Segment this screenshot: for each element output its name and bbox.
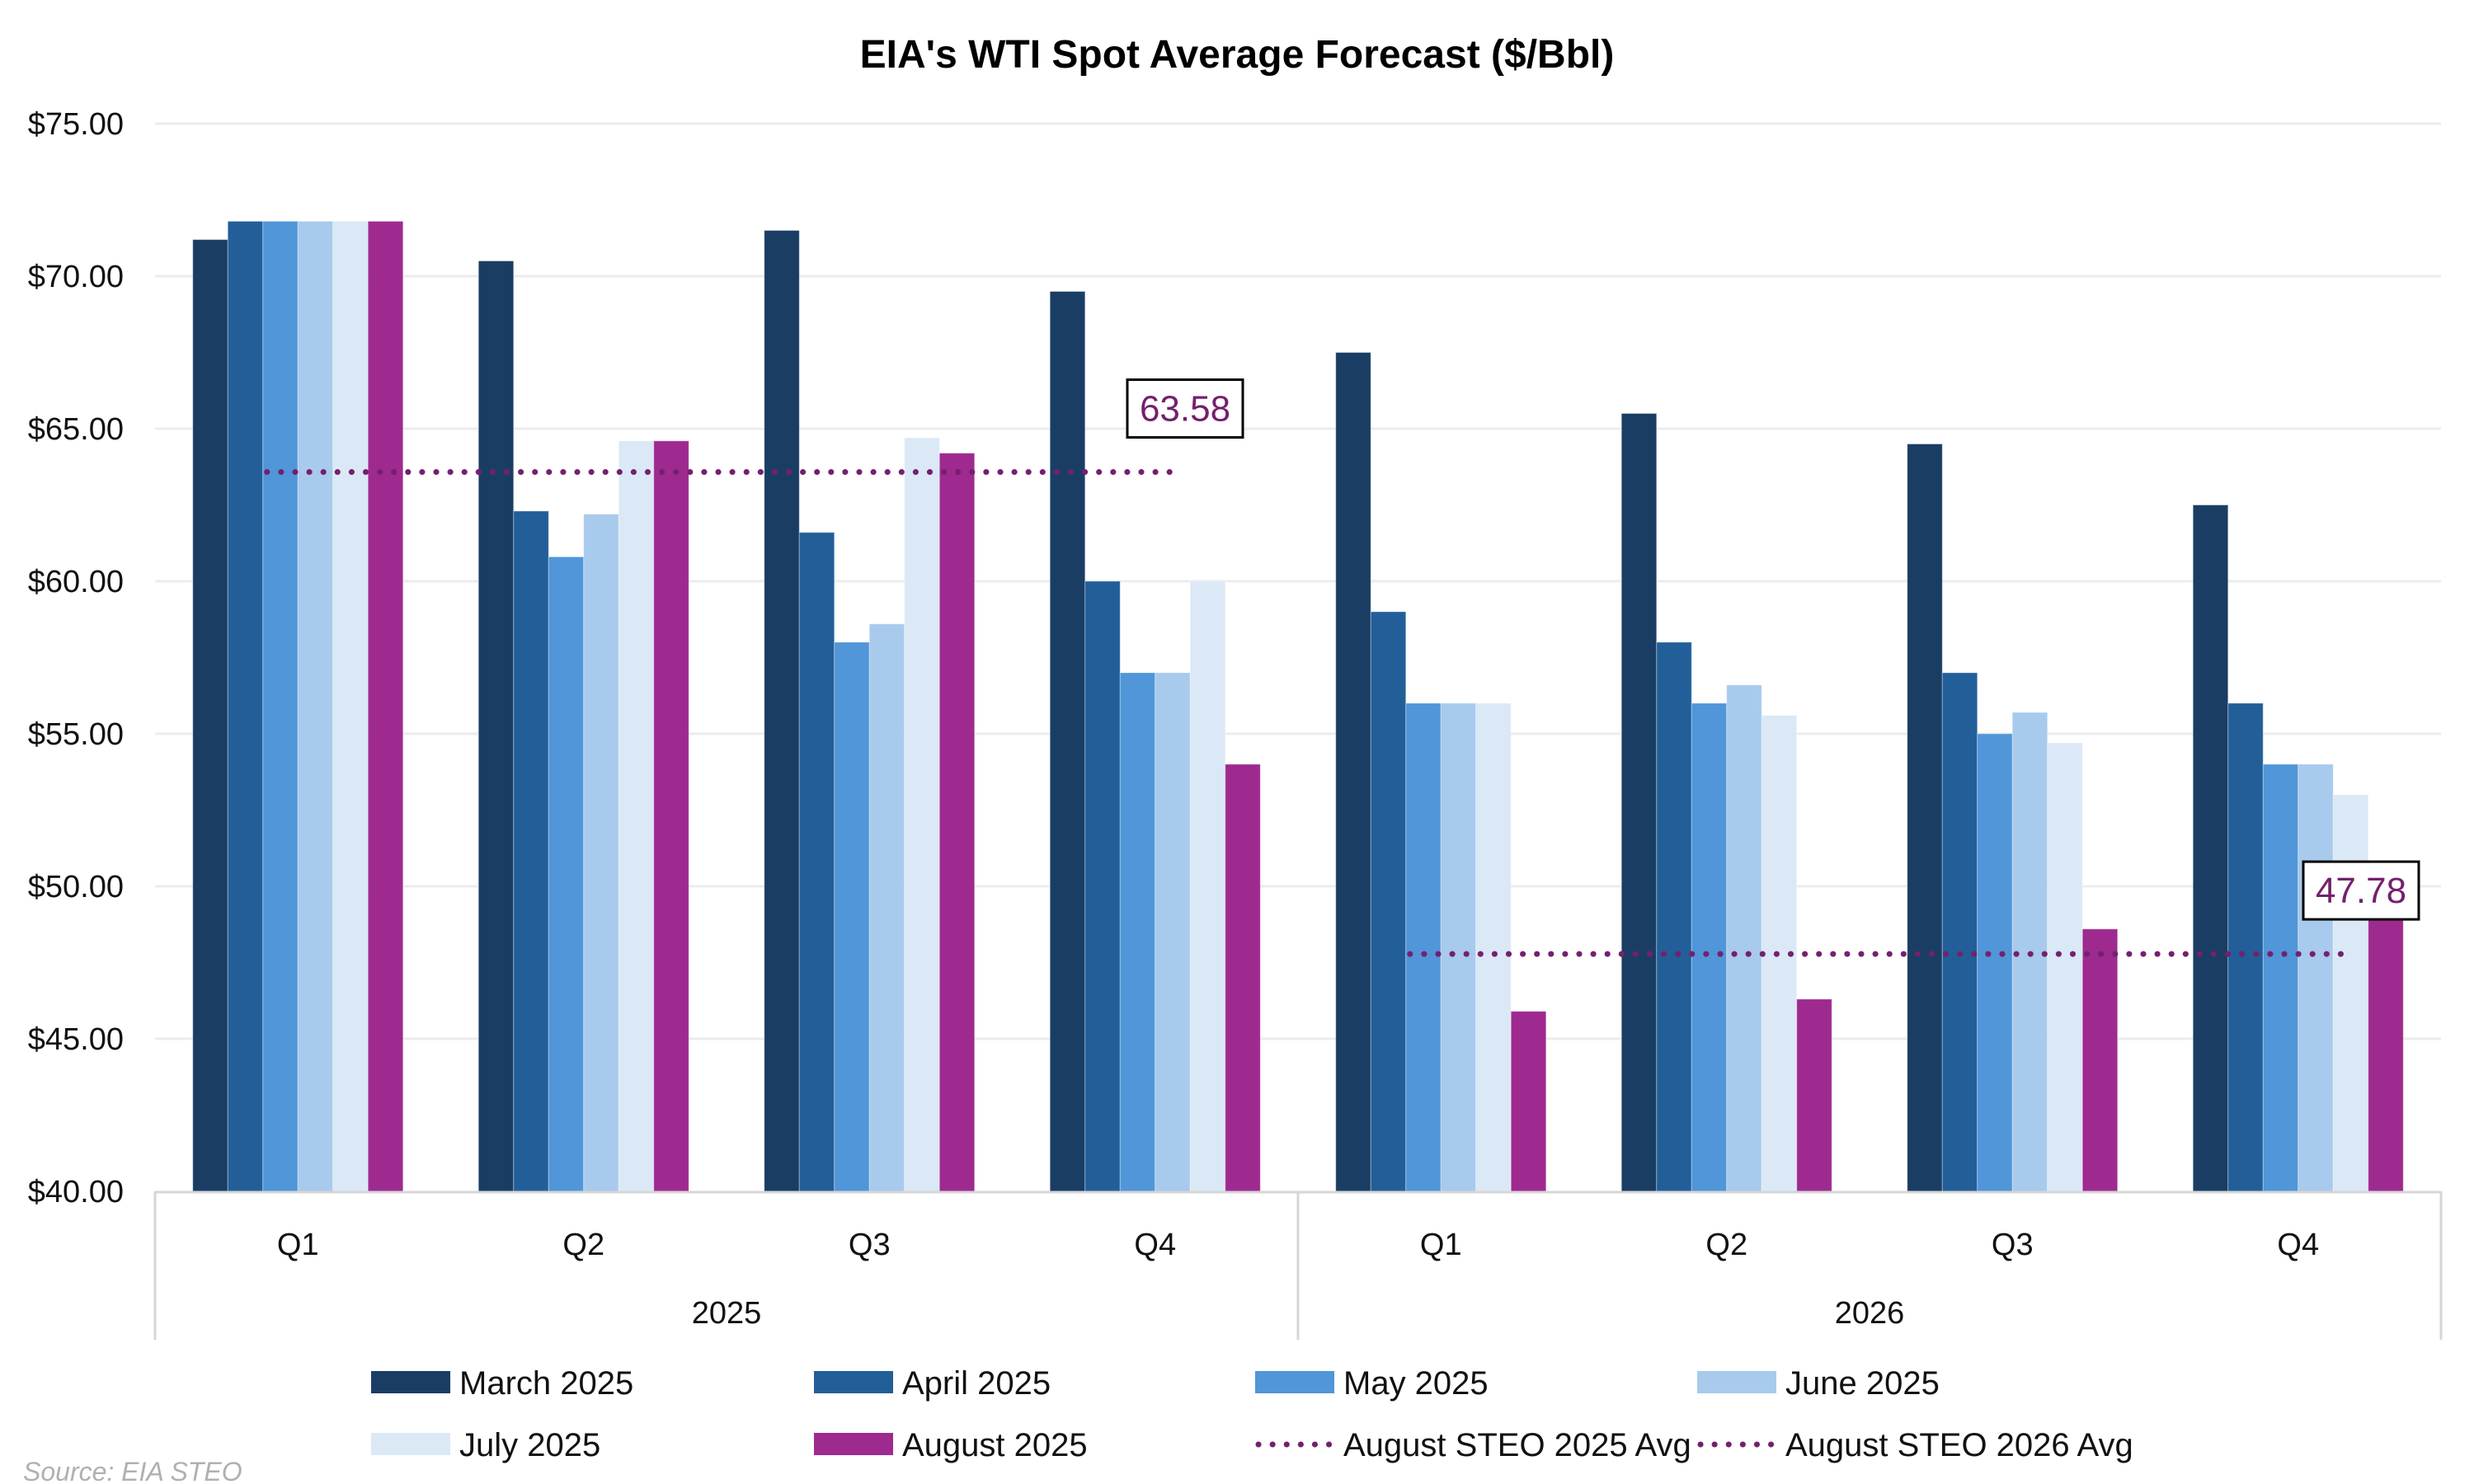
y-tick-label: $75.00 xyxy=(28,107,124,142)
bar-june-2025 xyxy=(868,623,905,1192)
bar-march-2025 xyxy=(1620,413,1658,1192)
bar-march-2025 xyxy=(192,239,228,1192)
bar-august-2025 xyxy=(367,220,404,1192)
y-tick-label: $70.00 xyxy=(28,260,124,294)
legend-swatch xyxy=(814,1371,893,1393)
x-tick-label: Q3 xyxy=(849,1228,891,1262)
bar-july-2025 xyxy=(618,440,655,1192)
chart-title: EIA's WTI Spot Average Forecast ($/Bbl) xyxy=(860,33,1615,77)
bar-may-2025 xyxy=(2262,763,2299,1192)
legend-swatch xyxy=(814,1433,893,1455)
bar-april-2025 xyxy=(513,510,549,1192)
bar-august-2025 xyxy=(938,453,976,1192)
y-tick-label: $60.00 xyxy=(28,565,124,599)
bar-july-2025 xyxy=(1189,580,1226,1192)
bar-august-2025 xyxy=(1796,998,1832,1192)
bar-april-2025 xyxy=(1941,672,1978,1192)
bar-may-2025 xyxy=(1977,733,2013,1192)
bar-june-2025 xyxy=(1440,702,1477,1192)
source-note: Source: EIA STEO xyxy=(23,1457,242,1484)
reference-lines: 63.58 47.78 xyxy=(264,378,2420,957)
annotation-box xyxy=(1126,378,1244,439)
y-tick-label: $65.00 xyxy=(28,412,124,447)
bar-may-2025 xyxy=(1691,702,1728,1192)
x-tick-label: Q4 xyxy=(2277,1228,2319,1262)
legend-swatch xyxy=(371,1433,450,1455)
legend-swatch xyxy=(1697,1371,1776,1393)
bar-may-2025 xyxy=(1405,702,1442,1192)
legend-label: August STEO 2026 Avg xyxy=(1785,1427,2133,1463)
y-tick-label: $45.00 xyxy=(28,1022,124,1057)
bar-august-2025 xyxy=(1225,763,1261,1192)
x-tick-label: Q1 xyxy=(1420,1228,1462,1262)
bar-april-2025 xyxy=(1656,641,1692,1192)
bar-august-2025 xyxy=(1510,1011,1547,1192)
x-tick-label: Q2 xyxy=(562,1228,604,1262)
x-tick-label: Q4 xyxy=(1134,1228,1176,1262)
legend-label: July 2025 xyxy=(459,1427,600,1463)
bar-june-2025 xyxy=(1726,684,1762,1192)
bar-august-2025 xyxy=(2368,885,2404,1192)
bar-august-2025 xyxy=(653,440,689,1192)
legend-label: August STEO 2025 Avg xyxy=(1343,1427,1691,1463)
legend-label: May 2025 xyxy=(1343,1365,1489,1402)
bar-may-2025 xyxy=(262,220,299,1192)
y-tick-label: $40.00 xyxy=(28,1175,124,1209)
bar-april-2025 xyxy=(227,220,264,1192)
legend-swatch xyxy=(371,1371,450,1393)
y-tick-label: $55.00 xyxy=(28,717,124,752)
bar-june-2025 xyxy=(583,514,619,1192)
bar-march-2025 xyxy=(764,230,800,1192)
bar-march-2025 xyxy=(1049,291,1086,1192)
bar-august-2025 xyxy=(2081,928,2119,1192)
annotation-label: 47.78 xyxy=(2316,871,2406,911)
x-group-label: 2026 xyxy=(1835,1296,1905,1331)
x-tick-label: Q1 xyxy=(277,1228,319,1262)
x-tick-label: Q2 xyxy=(1705,1228,1747,1262)
bar-may-2025 xyxy=(1119,672,1156,1192)
legend: March 2025 April 2025 May 2025 June 2025 Jul… xyxy=(371,1365,2133,1463)
bar-july-2025 xyxy=(2047,742,2083,1192)
y-tick-label: $50.00 xyxy=(28,870,124,904)
bar-july-2025 xyxy=(904,437,940,1192)
annotation-box xyxy=(2302,860,2420,921)
bar-july-2025 xyxy=(1475,702,1512,1192)
bar-june-2025 xyxy=(2298,763,2334,1192)
legend-label: March 2025 xyxy=(459,1365,633,1402)
bar-may-2025 xyxy=(548,556,585,1192)
bar-april-2025 xyxy=(1370,611,1407,1192)
bars xyxy=(192,220,2404,1192)
bar-march-2025 xyxy=(2192,505,2229,1192)
bar-may-2025 xyxy=(834,641,870,1192)
bar-april-2025 xyxy=(798,532,835,1192)
legend-label: August 2025 xyxy=(902,1427,1088,1463)
bar-july-2025 xyxy=(332,220,369,1192)
x-tick-label: Q3 xyxy=(1992,1228,2034,1262)
bar-march-2025 xyxy=(1907,444,1943,1192)
x-axis: Q1 Q2 Q3 Q4 Q1 Q2 Q3 Q4 2025 2026 xyxy=(153,1190,2443,1340)
bar-april-2025 xyxy=(1084,580,1121,1192)
annotation-label: 63.58 xyxy=(1140,389,1230,430)
bar-march-2025 xyxy=(477,261,515,1192)
bar-june-2025 xyxy=(297,220,334,1192)
bar-april-2025 xyxy=(2227,702,2264,1192)
bar-june-2025 xyxy=(1155,672,1191,1192)
legend-swatch xyxy=(1255,1371,1334,1393)
bar-july-2025 xyxy=(2332,794,2369,1192)
legend-label: June 2025 xyxy=(1785,1365,1940,1402)
y-axis: $40.00 $45.00 $50.00 $55.00 $60.00 $65.00 $70.… xyxy=(28,107,124,1209)
legend-label: April 2025 xyxy=(902,1365,1051,1402)
x-group-label: 2025 xyxy=(692,1296,762,1331)
bar-march-2025 xyxy=(1335,352,1371,1192)
